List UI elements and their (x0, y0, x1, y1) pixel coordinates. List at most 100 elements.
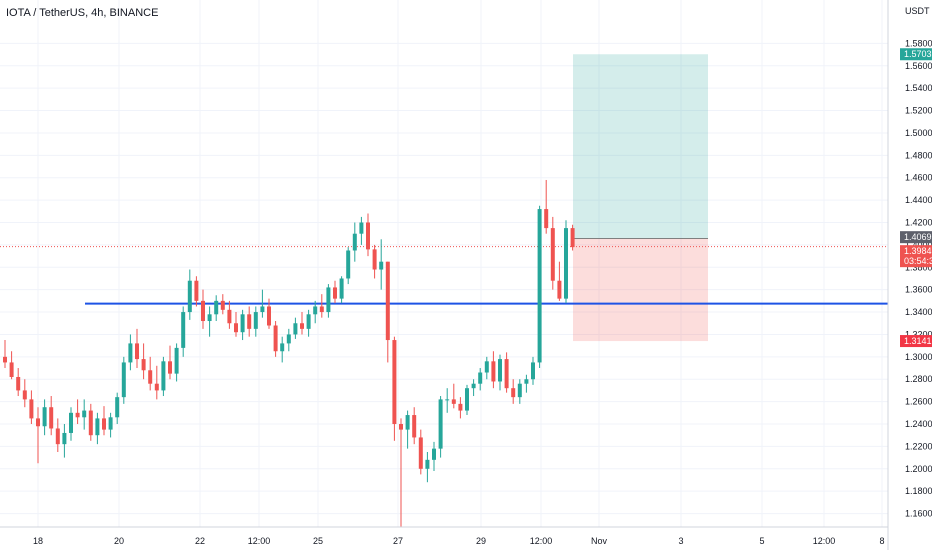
candle[interactable] (366, 213, 370, 257)
candle[interactable] (168, 345, 172, 380)
candle-body (16, 376, 21, 391)
target-price-tag[interactable] (900, 48, 932, 61)
candle[interactable] (260, 289, 265, 318)
candle[interactable] (465, 384, 469, 416)
candle[interactable] (300, 312, 304, 335)
candle[interactable] (234, 312, 238, 337)
candle[interactable] (141, 343, 146, 380)
x-tick-label: 29 (476, 536, 486, 546)
y-tick-label: 1.5000 (905, 128, 932, 138)
candle[interactable] (75, 399, 80, 425)
candle[interactable] (69, 407, 73, 441)
candle[interactable] (412, 407, 417, 445)
candle[interactable] (544, 179, 549, 234)
candle[interactable] (379, 239, 384, 290)
candle[interactable] (88, 403, 93, 441)
candle[interactable] (531, 356, 535, 385)
candle[interactable] (458, 397, 463, 419)
candle[interactable] (557, 261, 562, 301)
candle[interactable] (359, 216, 364, 245)
candle[interactable] (570, 224, 575, 251)
candle[interactable] (201, 289, 205, 329)
candle[interactable] (16, 368, 21, 397)
stop-price-tag[interactable] (900, 335, 932, 348)
candle[interactable] (326, 284, 331, 318)
candle[interactable] (352, 222, 357, 262)
candle[interactable] (432, 441, 436, 472)
candle[interactable] (306, 309, 311, 337)
candle[interactable] (214, 295, 219, 322)
candle[interactable] (438, 396, 443, 458)
candle[interactable] (115, 392, 120, 425)
candle[interactable] (9, 351, 14, 380)
candle[interactable] (22, 379, 27, 408)
candle[interactable] (247, 306, 252, 337)
candle[interactable] (405, 410, 410, 449)
candle[interactable] (385, 261, 390, 363)
candle[interactable] (3, 340, 7, 369)
candle[interactable] (128, 334, 133, 371)
candle[interactable] (154, 365, 159, 400)
candle[interactable] (148, 356, 153, 391)
candle[interactable] (478, 368, 483, 391)
candle[interactable] (29, 390, 34, 425)
candle[interactable] (293, 317, 298, 339)
candle[interactable] (498, 354, 502, 391)
candle[interactable] (82, 399, 87, 430)
candle[interactable] (313, 300, 318, 324)
candle[interactable] (253, 306, 258, 337)
candle[interactable] (471, 379, 476, 397)
last-close-tag[interactable] (900, 231, 932, 244)
current-price-tag[interactable] (900, 245, 932, 268)
candle[interactable] (392, 336, 397, 441)
candle[interactable] (108, 412, 113, 438)
candle[interactable] (491, 351, 496, 389)
candle[interactable] (181, 306, 186, 357)
candle[interactable] (227, 300, 232, 329)
candle[interactable] (240, 309, 245, 341)
candle[interactable] (273, 321, 278, 357)
candle[interactable] (484, 356, 489, 380)
candle[interactable] (517, 379, 522, 404)
candle[interactable] (280, 336, 285, 363)
candle[interactable] (95, 412, 100, 445)
candle[interactable] (286, 328, 291, 352)
candle[interactable] (425, 451, 430, 483)
candle[interactable] (220, 294, 225, 315)
candle[interactable] (564, 220, 568, 304)
candle[interactable] (399, 418, 403, 527)
price-axis-panel[interactable] (888, 0, 932, 550)
candle-body (253, 312, 258, 329)
candle[interactable] (445, 388, 450, 413)
candle[interactable] (524, 374, 529, 393)
candle[interactable] (62, 424, 67, 458)
candle[interactable] (333, 280, 337, 304)
candle[interactable] (55, 418, 60, 452)
candle[interactable] (187, 269, 192, 320)
candle[interactable] (319, 294, 324, 318)
candle[interactable] (135, 328, 139, 369)
candle[interactable] (207, 306, 212, 337)
y-tick-label: 1.3800 (905, 262, 932, 272)
candle[interactable] (504, 352, 509, 393)
candle[interactable] (36, 407, 40, 464)
profit-zone[interactable] (573, 54, 708, 239)
candle[interactable] (346, 247, 351, 285)
candle[interactable] (102, 406, 106, 436)
candle[interactable] (451, 383, 456, 409)
candle[interactable] (42, 399, 47, 436)
candle[interactable] (550, 216, 555, 290)
candle[interactable] (339, 276, 344, 304)
candle[interactable] (537, 205, 542, 369)
candle[interactable] (174, 343, 179, 382)
candle[interactable] (418, 429, 423, 475)
candle[interactable] (161, 356, 166, 397)
candle[interactable] (121, 356, 126, 404)
candle[interactable] (372, 244, 377, 279)
candle[interactable] (194, 276, 199, 307)
stop-loss-zone[interactable] (573, 238, 708, 342)
candle[interactable] (511, 379, 516, 404)
candle[interactable] (49, 396, 54, 436)
candle[interactable] (267, 298, 271, 329)
